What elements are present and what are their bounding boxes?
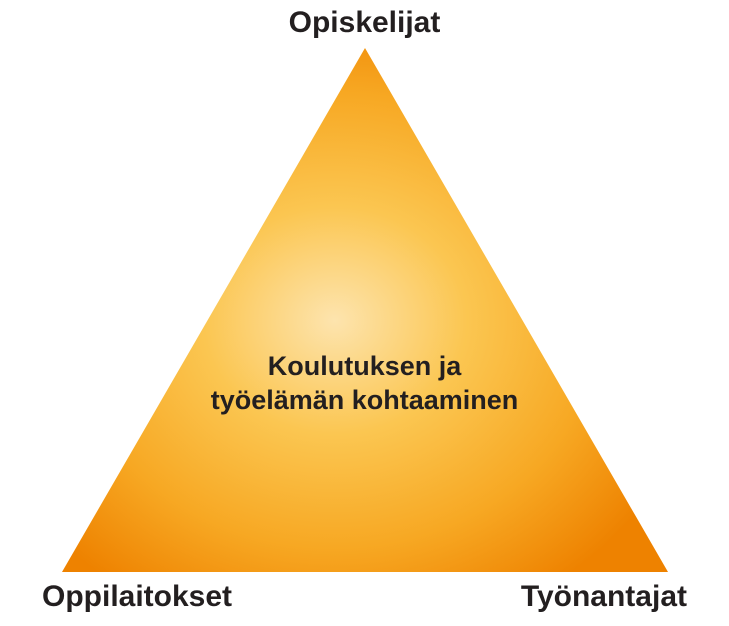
vertex-label-top: Opiskelijat: [289, 6, 441, 40]
diagram-container: Opiskelijat Koulutuksen ja työelämän koh…: [0, 0, 729, 626]
vertex-label-bottom-right: Työnantajat: [521, 580, 687, 614]
triangle-shape: [62, 48, 668, 572]
center-label: Koulutuksen ja työelämän kohtaaminen: [211, 350, 519, 418]
vertex-label-bottom-left: Oppilaitokset: [42, 580, 232, 614]
